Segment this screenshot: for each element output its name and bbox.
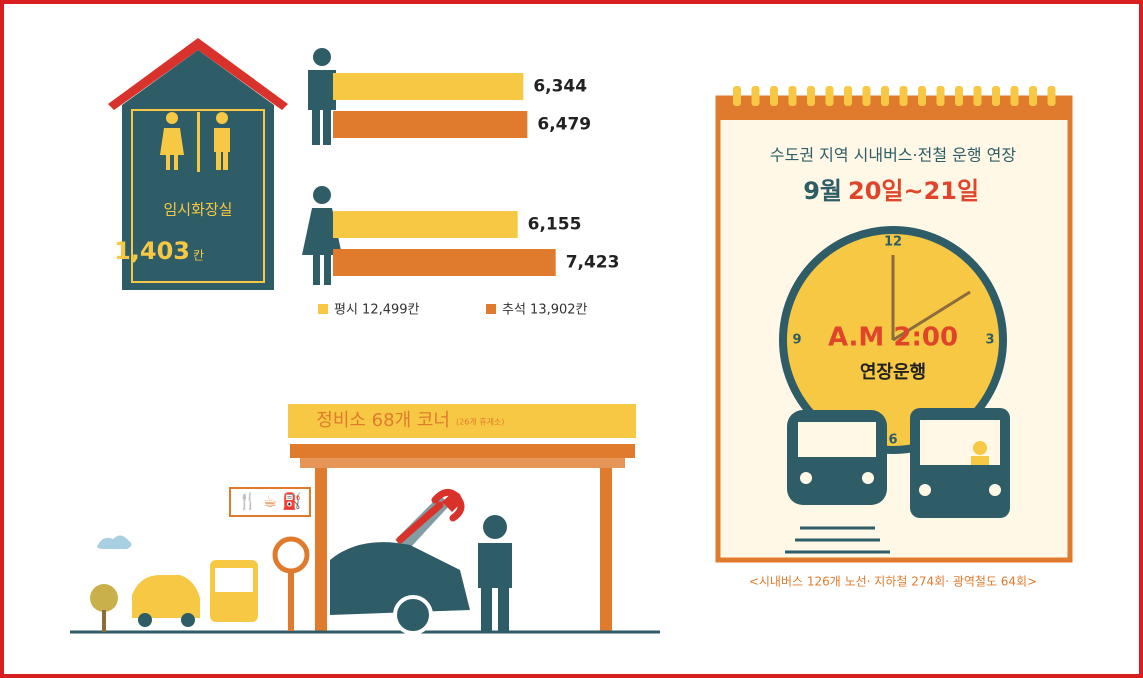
legend-label: 추석 13,902칸 bbox=[502, 303, 588, 318]
calendar-ring bbox=[900, 86, 908, 106]
legend-label: 평시 12,499칸 bbox=[334, 303, 420, 318]
calendar-month: 9월 bbox=[803, 177, 842, 205]
calendar-ring bbox=[955, 86, 963, 106]
svg-text:🍴 ☕ ⛽: 🍴 ☕ ⛽ bbox=[238, 492, 302, 511]
legend-swatch bbox=[318, 304, 328, 314]
toilet-count: 1,403 bbox=[114, 237, 190, 265]
calendar-ring bbox=[789, 86, 797, 106]
calendar-ring bbox=[826, 86, 834, 106]
toilet-unit: 칸 bbox=[193, 249, 204, 263]
clock-time: A.M 2:00 bbox=[828, 323, 958, 353]
bar bbox=[333, 249, 556, 276]
calendar-ring bbox=[918, 86, 926, 106]
calendar-footnote: <시내버스 126개 노선· 지하철 274회· 광역철도 64회> bbox=[749, 575, 1037, 589]
value-label: 6,155 bbox=[528, 215, 582, 235]
bar bbox=[333, 111, 527, 138]
value-label: 6,479 bbox=[537, 115, 591, 135]
clock-number: 12 bbox=[884, 235, 902, 250]
calendar-ring bbox=[992, 86, 1000, 106]
calendar-ring bbox=[937, 86, 945, 106]
calendar-days: 20일~21일 bbox=[848, 177, 979, 205]
calendar-ring bbox=[863, 86, 871, 106]
calendar-ring bbox=[844, 86, 852, 106]
value-label: 6,344 bbox=[533, 77, 587, 97]
clock-number: 6 bbox=[888, 433, 897, 448]
service-title: 정비소 68개 코너 bbox=[316, 410, 450, 431]
calendar-ring bbox=[881, 86, 889, 106]
calendar-ring bbox=[807, 86, 815, 106]
bar bbox=[333, 73, 523, 100]
clock-caption: 연장운행 bbox=[860, 362, 926, 383]
clock-number: 9 bbox=[792, 333, 801, 348]
legend-swatch bbox=[486, 304, 496, 314]
calendar-ring bbox=[1048, 86, 1056, 106]
calendar-ring bbox=[752, 86, 760, 106]
toilet-label: 임시화장실 bbox=[163, 201, 232, 219]
calendar-heading: 수도권 지역 시내버스·전철 운행 연장 bbox=[770, 146, 1017, 165]
bar bbox=[333, 211, 518, 238]
calendar-ring bbox=[770, 86, 778, 106]
calendar-ring bbox=[1011, 86, 1019, 106]
infographic: 임시화장실 1,403 칸 🍴 ☕ ⛽ 정비소 68개 코너 bbox=[0, 0, 1143, 678]
calendar-ring bbox=[1029, 86, 1037, 106]
service-note: (26개 휴게소) bbox=[456, 417, 504, 427]
clock-number: 3 bbox=[985, 333, 994, 348]
calendar-ring bbox=[974, 86, 982, 106]
calendar-ring bbox=[733, 86, 741, 106]
value-label: 7,423 bbox=[566, 253, 620, 273]
